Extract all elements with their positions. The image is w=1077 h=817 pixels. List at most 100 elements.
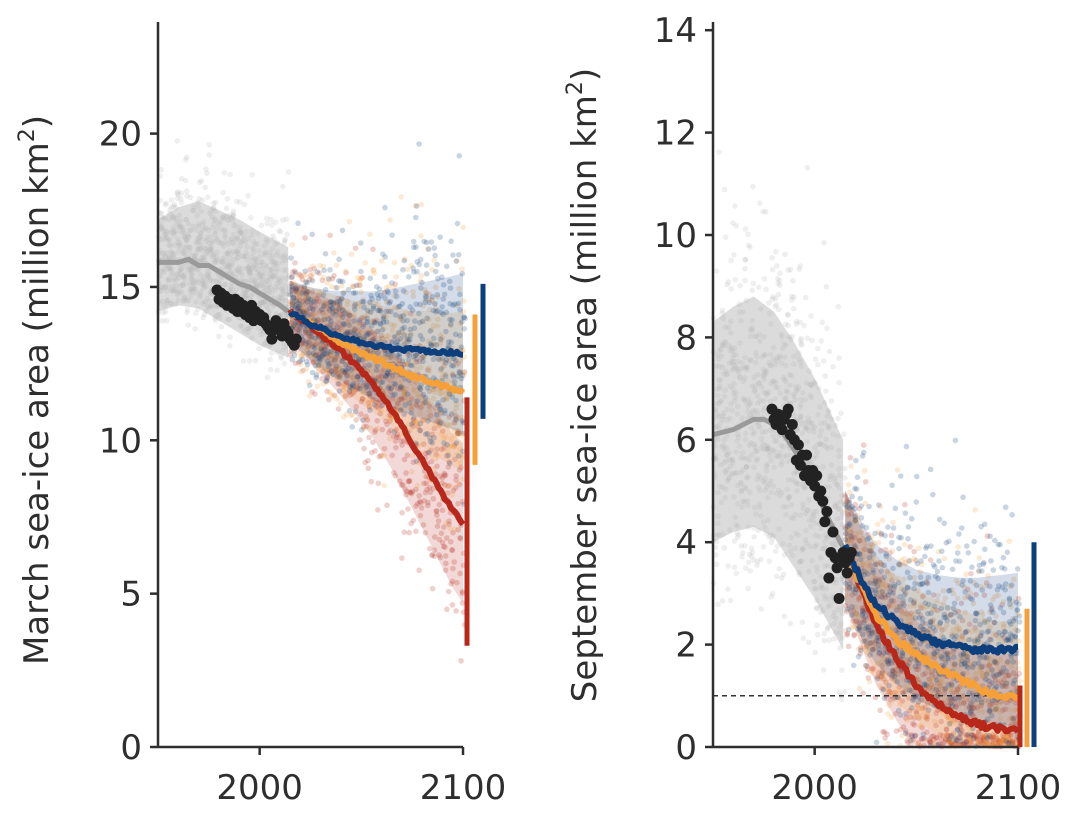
march-historical-point (213, 259, 220, 265)
september-scenario-point (854, 474, 861, 481)
september-historical-point (802, 294, 809, 301)
march-historical-point (180, 273, 187, 280)
march-scenario-point (326, 370, 333, 376)
march-scenario-point (449, 317, 455, 323)
march-scenario-point (330, 356, 336, 362)
march-scenario-point (403, 289, 409, 296)
march-scenario-point (436, 536, 443, 543)
march-scenario-point (406, 478, 412, 485)
march-scenario-point (453, 413, 459, 419)
march-scenario-point (292, 260, 298, 266)
march-scenario-point (306, 289, 312, 296)
march-scenario-point (446, 518, 452, 524)
march-scenario-point (341, 369, 348, 376)
march-historical-point (250, 239, 256, 245)
september-historical-point (824, 325, 830, 332)
september-scenario-point (847, 581, 853, 587)
march-historical-point (254, 270, 261, 276)
september-historical-point (790, 277, 796, 284)
march-scenario-point (451, 419, 458, 426)
march-scenario-point (402, 398, 409, 405)
march-historical-point (246, 277, 253, 283)
march-historical-point (208, 207, 214, 214)
march-scenario-point (374, 507, 381, 513)
september-scenario-point (894, 467, 901, 473)
march-historical-point (192, 227, 199, 233)
march-scenario-point (391, 375, 398, 382)
march-scenario-point (328, 368, 334, 374)
march-scenario-point (430, 356, 437, 362)
march-historical-point (207, 249, 214, 255)
march-scenario-point (375, 349, 382, 356)
march-scenario-point (453, 473, 459, 479)
september-scenario-point (932, 718, 938, 725)
march-scenario-point (391, 381, 398, 387)
march-scenario-point (445, 588, 452, 595)
march-historical-point (167, 267, 174, 273)
march-scenario-point (365, 331, 372, 337)
march-historical-point (226, 316, 233, 323)
march-historical-point (170, 229, 176, 235)
march-scenario-point (443, 453, 450, 459)
march-historical-point (176, 274, 182, 281)
march-scenario-point (306, 276, 313, 283)
march-historical-point (254, 230, 261, 237)
september-scenario-point (845, 643, 852, 650)
march-scenario-point (321, 267, 327, 274)
march-scenario-point (304, 338, 310, 345)
march-historical-point (233, 251, 240, 257)
march-scenario-point (413, 418, 419, 425)
march-scenario-point (339, 278, 346, 285)
march-scenario-point (319, 277, 326, 284)
march-scenario-point (434, 512, 440, 518)
march-scenario-point (303, 271, 310, 278)
march-historical-point (259, 273, 266, 280)
march-historical-point (195, 266, 201, 273)
march-scenario-point (422, 489, 429, 496)
march-scenario-point (346, 322, 352, 328)
september-historical-point (815, 361, 821, 368)
march-scenario-point (405, 273, 412, 280)
march-historical-point (190, 223, 197, 230)
march-historical-point (225, 316, 231, 323)
march-scenario-point (452, 357, 459, 364)
march-historical-point (248, 232, 255, 239)
march-scenario-point (418, 272, 425, 279)
march-scenario-point (367, 364, 374, 370)
march-scenario-point (416, 310, 422, 317)
march-scenario-point (297, 293, 304, 300)
march-scenario-point (290, 301, 296, 307)
march-scenario-point (300, 298, 307, 305)
march-historical-point (242, 290, 249, 296)
march-historical-point (228, 214, 235, 221)
march-scenario-point (310, 358, 317, 365)
march-historical-point (221, 243, 227, 250)
september-scenario-point (927, 557, 934, 563)
march-historical-point (225, 264, 232, 270)
march-historical-point (181, 249, 187, 255)
march-scenario-point (417, 404, 424, 411)
march-scenario-point (413, 486, 419, 493)
march-scenario-point (432, 268, 439, 275)
march-scenario-point (368, 478, 375, 485)
march-scenario-point (317, 344, 323, 351)
march-historical-point (169, 215, 176, 221)
march-scenario-point (419, 336, 426, 343)
march-scenario-point (433, 411, 440, 418)
march-scenario-point (439, 480, 445, 487)
march-historical-point (233, 248, 240, 254)
march-scenario-point (392, 391, 398, 398)
march-scenario-point (335, 380, 341, 387)
september-scenario-point (857, 495, 864, 502)
march-historical-point (188, 286, 194, 292)
march-scenario-point (437, 336, 444, 342)
march-scenario-point (341, 369, 348, 376)
march-scenario-point (407, 489, 414, 496)
march-scenario-point (379, 379, 386, 385)
march-historical-point (235, 246, 242, 253)
march-historical-point (249, 257, 255, 264)
march-historical-point (279, 259, 286, 265)
march-scenario-point (446, 521, 452, 528)
march-scenario-point (455, 481, 462, 487)
march-scenario-point (358, 411, 364, 417)
